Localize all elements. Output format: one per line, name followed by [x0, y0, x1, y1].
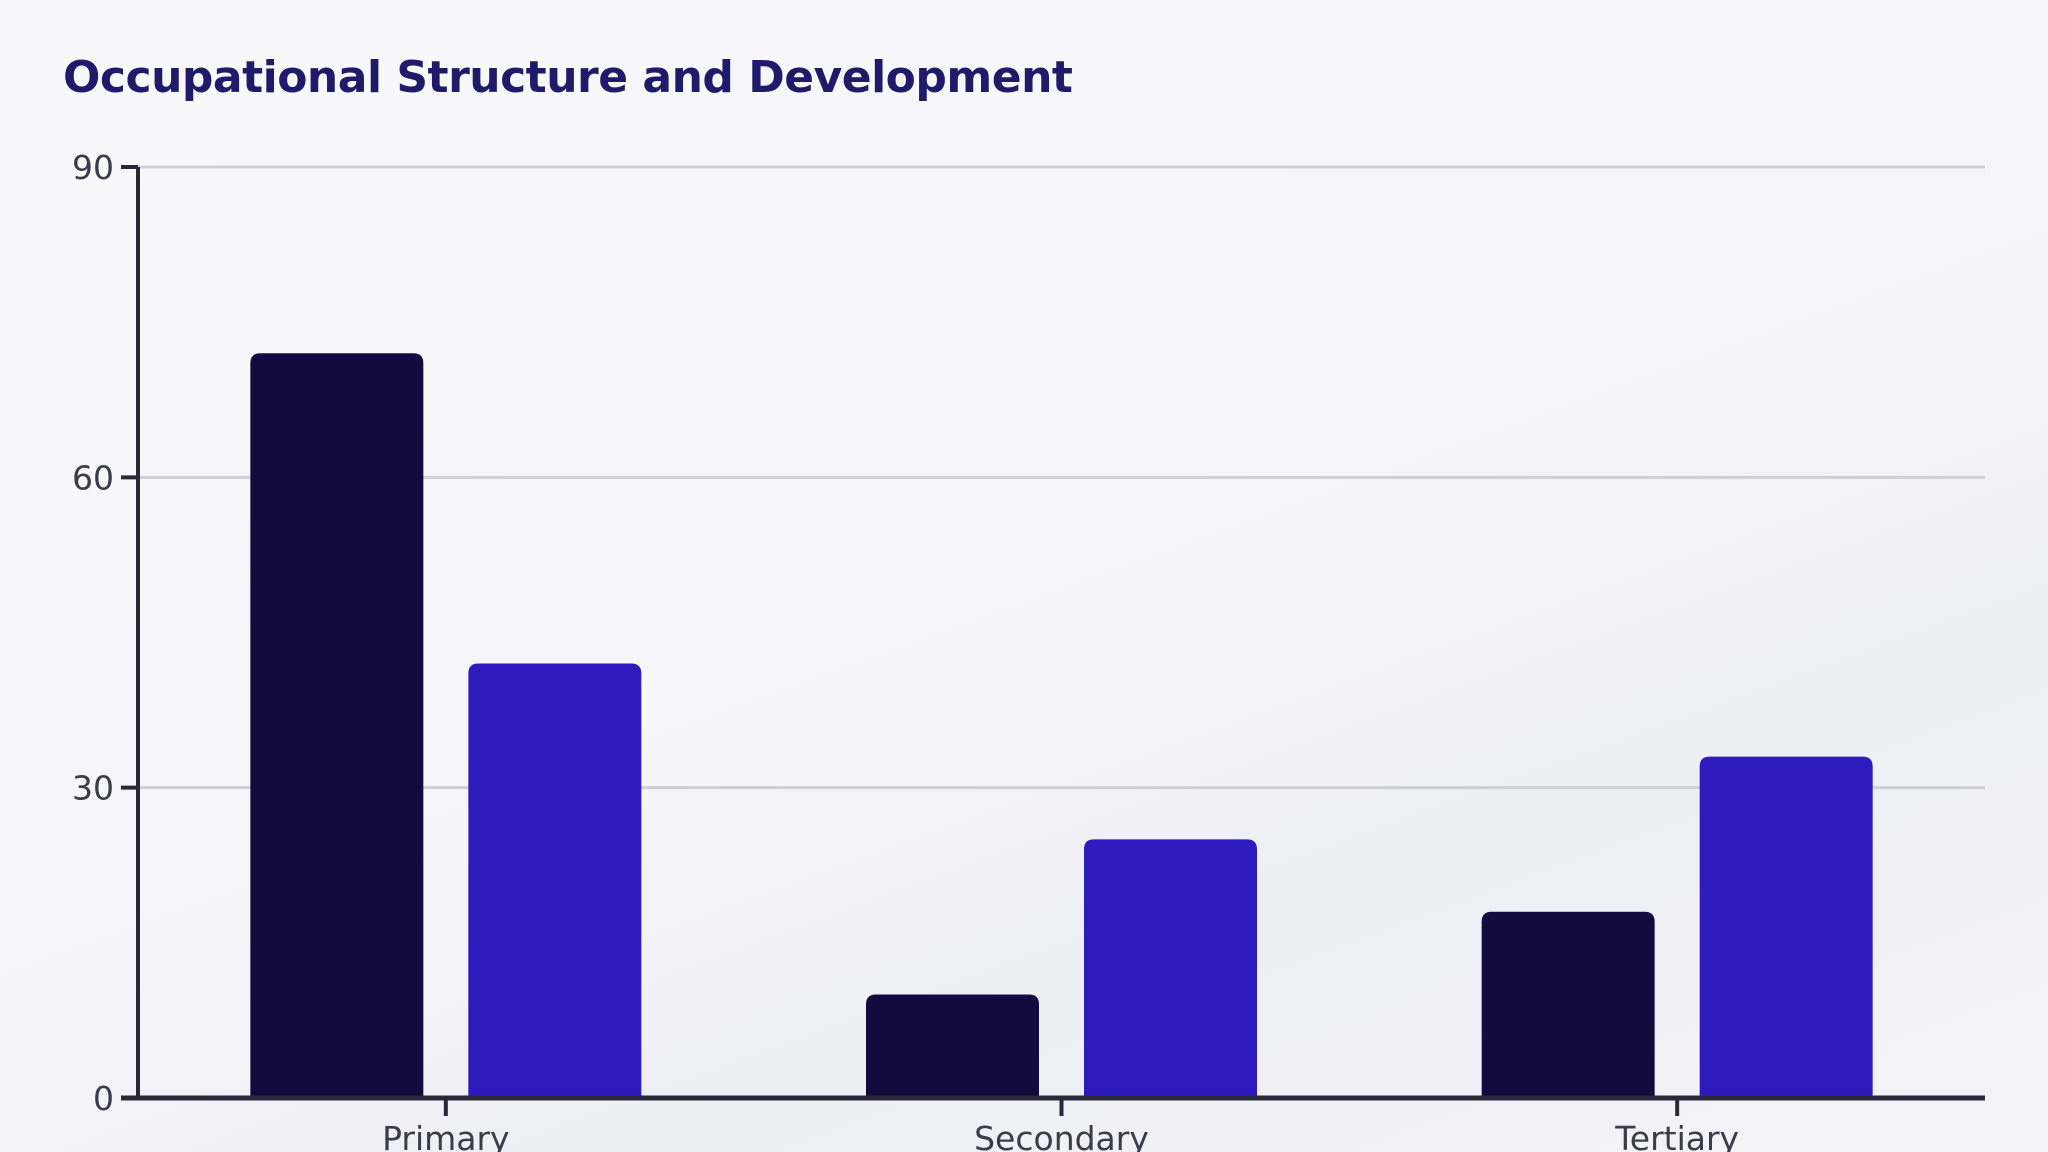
- tick-labels: 0 30 60 90 Primary Secondary Tertiary: [72, 148, 1739, 1152]
- bar-series1-tertiary: [1481, 911, 1655, 1098]
- bar-series1-primary: [250, 353, 424, 1098]
- y-tick-label: 60: [72, 458, 114, 497]
- bar-series2-primary: [468, 663, 642, 1098]
- x-tick-label-primary: Primary: [382, 1119, 510, 1152]
- gridlines: [138, 165, 1985, 790]
- x-tick-label-secondary: Secondary: [974, 1119, 1149, 1152]
- bar-series2-secondary: [1084, 839, 1257, 1098]
- y-tick-label: 0: [93, 1079, 114, 1118]
- chart-title: Occupational Structure and Development: [63, 52, 1073, 103]
- bar-series2-tertiary: [1699, 756, 1873, 1098]
- y-tick-label: 30: [72, 769, 114, 808]
- y-tick-label: 90: [72, 148, 114, 187]
- x-tick-label-tertiary: Tertiary: [1614, 1119, 1739, 1152]
- bars: [250, 353, 1873, 1098]
- bar-series1-secondary: [866, 994, 1039, 1098]
- axes: [121, 165, 1985, 1116]
